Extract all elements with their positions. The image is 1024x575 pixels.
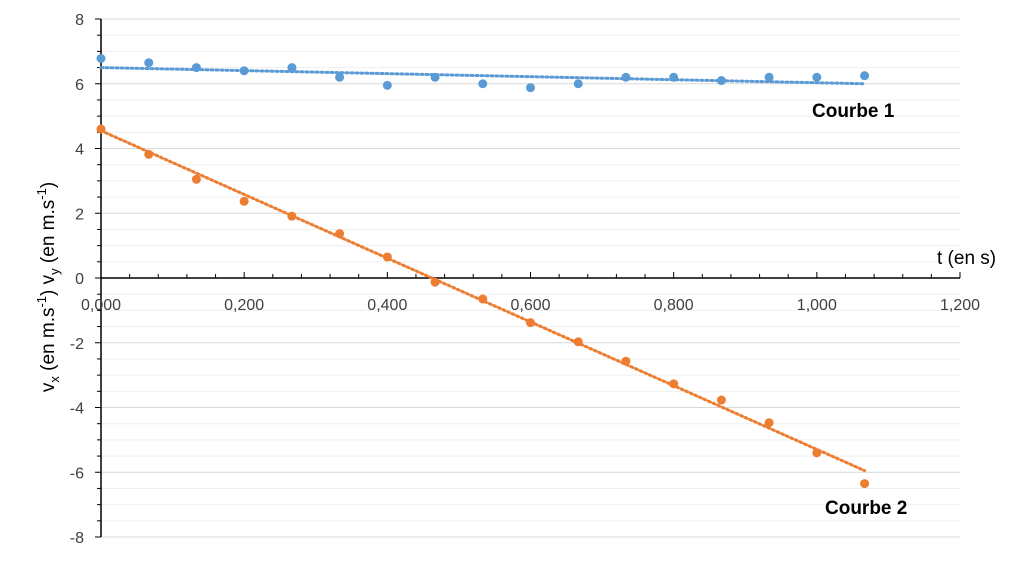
x-tick-label: 0,000 bbox=[81, 297, 121, 314]
data-point-series-2 bbox=[478, 294, 488, 304]
data-point-series-1 bbox=[478, 79, 488, 89]
y-tick-label: 8 bbox=[75, 12, 84, 29]
data-point-series-2 bbox=[716, 395, 726, 405]
y-tick-label: 0 bbox=[75, 271, 84, 288]
y-tick-label: -2 bbox=[70, 336, 84, 353]
data-point-series-1 bbox=[860, 71, 870, 81]
y-tick-label: -8 bbox=[70, 530, 84, 547]
data-point-series-2 bbox=[287, 211, 297, 221]
x-tick-label: 0,600 bbox=[510, 297, 550, 314]
data-point-series-2 bbox=[526, 318, 535, 328]
y-tick-label: 2 bbox=[75, 206, 84, 223]
data-points bbox=[96, 53, 870, 489]
data-point-series-2 bbox=[812, 448, 822, 458]
series-label-courbe-1: Courbe 1 bbox=[812, 101, 895, 122]
data-point-series-1 bbox=[669, 72, 679, 82]
trendlines bbox=[99, 66, 867, 473]
data-point-series-1 bbox=[239, 66, 249, 76]
data-point-series-2 bbox=[669, 379, 679, 389]
data-point-series-2 bbox=[621, 356, 631, 366]
y-tick-label: -6 bbox=[70, 465, 84, 482]
axes bbox=[95, 18, 961, 538]
data-point-series-1 bbox=[96, 53, 106, 63]
x-tick-label: 1,200 bbox=[940, 297, 980, 314]
data-point-series-2 bbox=[860, 479, 870, 489]
data-point-series-2 bbox=[96, 124, 106, 134]
data-point-series-2 bbox=[191, 174, 201, 184]
y-tick-label: 4 bbox=[75, 142, 84, 159]
data-point-series-2 bbox=[239, 196, 249, 206]
data-point-series-1 bbox=[764, 72, 774, 82]
trendline-series-1 bbox=[99, 66, 867, 86]
series-label-courbe-2: Courbe 2 bbox=[825, 498, 907, 519]
y-axis-label: vx (en m.s-1) vy (en m.s-1) bbox=[34, 182, 62, 392]
data-point-series-2 bbox=[764, 418, 774, 428]
data-point-series-1 bbox=[430, 72, 440, 82]
x-tick-label: 0,800 bbox=[654, 297, 694, 314]
tick-labels: -8 -6 -4 -2 0 2 4 6 8 0,000 0,200 0,400 0,600 0,800 1,… bbox=[70, 12, 980, 547]
data-point-series-2 bbox=[144, 149, 154, 159]
y-tick-label: 6 bbox=[75, 77, 84, 94]
x-axis-label: t (en s) bbox=[937, 248, 996, 269]
data-point-series-1 bbox=[621, 72, 631, 82]
data-point-series-1 bbox=[573, 79, 583, 89]
data-point-series-1 bbox=[144, 58, 154, 68]
data-point-series-1 bbox=[382, 80, 392, 90]
data-point-series-1 bbox=[287, 63, 297, 73]
y-tick-label: -4 bbox=[70, 401, 84, 418]
x-tick-label: 1,000 bbox=[797, 297, 837, 314]
data-point-series-2 bbox=[430, 277, 440, 287]
data-point-series-1 bbox=[812, 72, 822, 82]
data-point-series-1 bbox=[526, 83, 535, 93]
data-point-series-2 bbox=[335, 229, 345, 239]
x-tick-label: 0,200 bbox=[224, 297, 264, 314]
data-point-series-1 bbox=[191, 63, 201, 73]
data-point-series-2 bbox=[382, 252, 392, 262]
data-point-series-1 bbox=[716, 76, 726, 86]
data-point-series-1 bbox=[335, 72, 345, 82]
x-tick-label: 0,400 bbox=[367, 297, 407, 314]
data-point-series-2 bbox=[573, 337, 583, 347]
